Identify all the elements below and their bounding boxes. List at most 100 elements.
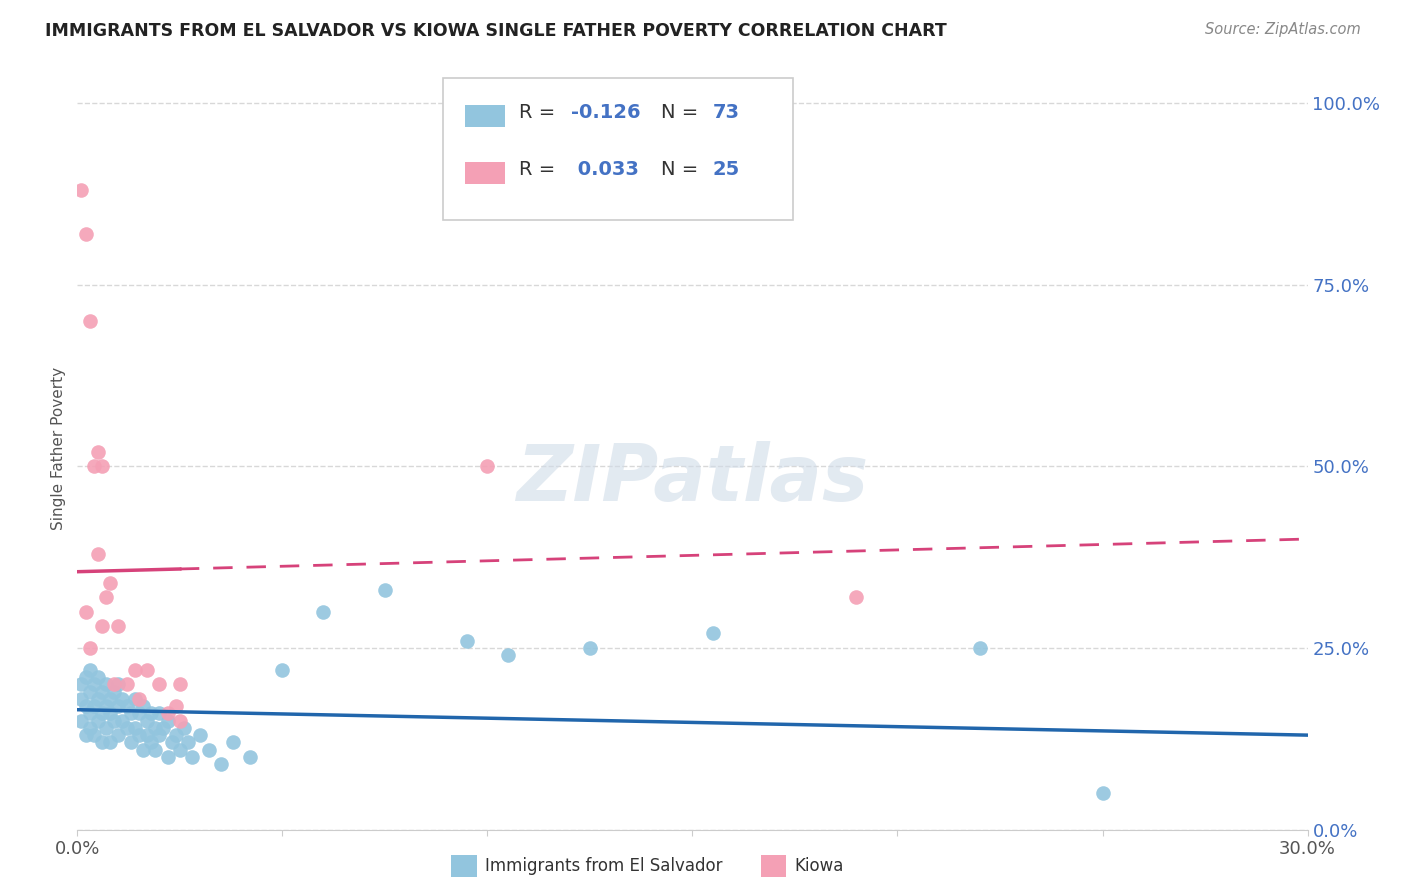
Point <box>98 691 121 706</box>
Point <box>141 735 163 749</box>
Point <box>120 706 142 721</box>
Text: N =: N = <box>661 103 704 121</box>
Point <box>124 721 146 735</box>
Point <box>181 750 204 764</box>
Text: -0.126: -0.126 <box>571 103 641 121</box>
Text: Immigrants from El Salvador: Immigrants from El Salvador <box>485 857 723 875</box>
Point <box>83 699 105 714</box>
Point <box>107 728 129 742</box>
Point <box>98 706 121 721</box>
Point <box>94 677 117 691</box>
Y-axis label: Single Father Poverty: Single Father Poverty <box>51 367 66 530</box>
Text: ZIPatlas: ZIPatlas <box>516 441 869 516</box>
Point <box>107 677 129 691</box>
Point <box>143 721 166 735</box>
Point <box>128 706 150 721</box>
Point <box>156 714 179 728</box>
Text: R =: R = <box>519 160 562 178</box>
Point <box>496 648 519 663</box>
Point <box>169 714 191 728</box>
Point <box>94 590 117 604</box>
Point <box>87 670 110 684</box>
Point <box>702 626 724 640</box>
Point <box>79 684 101 698</box>
Point <box>115 677 138 691</box>
Point <box>111 691 134 706</box>
Point <box>83 728 105 742</box>
Point <box>136 728 159 742</box>
Point <box>477 459 499 474</box>
Point <box>90 735 114 749</box>
Point <box>579 640 602 655</box>
Point <box>83 459 105 474</box>
Point <box>103 714 125 728</box>
Point <box>83 677 105 691</box>
Point <box>103 677 125 691</box>
Point <box>87 547 110 561</box>
Point <box>197 742 219 756</box>
Point <box>90 619 114 633</box>
Point <box>165 699 187 714</box>
Point <box>456 633 478 648</box>
Point <box>87 445 110 459</box>
Text: R =: R = <box>519 103 562 121</box>
Point <box>136 663 159 677</box>
Point <box>312 605 335 619</box>
Point <box>70 691 93 706</box>
Point <box>148 706 170 721</box>
Point <box>75 728 97 742</box>
Text: Kiowa: Kiowa <box>794 857 844 875</box>
Point <box>79 314 101 328</box>
Point <box>75 227 97 241</box>
Point <box>107 619 129 633</box>
Point <box>209 757 232 772</box>
Point <box>143 742 166 756</box>
Point <box>160 735 183 749</box>
Text: 73: 73 <box>713 103 740 121</box>
Text: Source: ZipAtlas.com: Source: ZipAtlas.com <box>1205 22 1361 37</box>
Point <box>94 699 117 714</box>
Point <box>128 728 150 742</box>
Point <box>70 183 93 197</box>
Point <box>75 605 97 619</box>
Point <box>177 735 200 749</box>
Point <box>87 691 110 706</box>
Point <box>169 677 191 691</box>
Point <box>115 721 138 735</box>
Point <box>87 714 110 728</box>
Point <box>90 684 114 698</box>
FancyBboxPatch shape <box>465 105 505 127</box>
Point <box>79 663 101 677</box>
Point <box>90 459 114 474</box>
Point <box>148 728 170 742</box>
Point <box>374 582 396 597</box>
Point <box>169 742 191 756</box>
Point <box>70 714 93 728</box>
Point <box>75 699 97 714</box>
Point <box>165 728 187 742</box>
Point <box>969 640 991 655</box>
Point <box>107 699 129 714</box>
Point <box>156 750 179 764</box>
Point <box>115 699 138 714</box>
Point <box>124 691 146 706</box>
Point <box>79 640 101 655</box>
Point <box>271 663 294 677</box>
Text: N =: N = <box>661 160 704 178</box>
Point <box>124 663 146 677</box>
Point <box>132 699 155 714</box>
Point <box>98 735 121 749</box>
Point <box>98 575 121 590</box>
Point <box>90 706 114 721</box>
Point <box>1091 786 1114 800</box>
FancyBboxPatch shape <box>465 162 505 184</box>
Point <box>845 590 868 604</box>
Point <box>111 714 134 728</box>
Point <box>128 691 150 706</box>
Point <box>79 721 101 735</box>
Text: IMMIGRANTS FROM EL SALVADOR VS KIOWA SINGLE FATHER POVERTY CORRELATION CHART: IMMIGRANTS FROM EL SALVADOR VS KIOWA SIN… <box>45 22 946 40</box>
FancyBboxPatch shape <box>443 78 793 220</box>
Text: 0.033: 0.033 <box>571 160 638 178</box>
Point <box>94 721 117 735</box>
Point <box>188 728 212 742</box>
